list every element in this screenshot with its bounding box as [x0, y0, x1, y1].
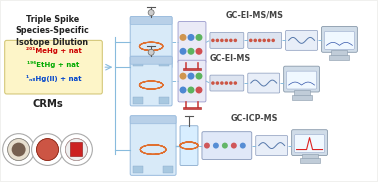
Circle shape — [32, 134, 64, 165]
Circle shape — [225, 39, 228, 42]
Bar — [291, 95, 311, 100]
FancyBboxPatch shape — [248, 73, 280, 93]
FancyBboxPatch shape — [294, 135, 324, 153]
FancyBboxPatch shape — [210, 32, 244, 48]
FancyBboxPatch shape — [256, 136, 288, 155]
Circle shape — [187, 86, 194, 94]
Circle shape — [211, 39, 215, 42]
Circle shape — [37, 139, 59, 161]
Circle shape — [254, 39, 257, 42]
Circle shape — [231, 143, 237, 149]
Text: GC-EI-MS: GC-EI-MS — [209, 54, 251, 63]
Bar — [70, 142, 82, 155]
Circle shape — [195, 48, 203, 55]
Circle shape — [187, 34, 194, 41]
Circle shape — [234, 81, 237, 85]
Circle shape — [220, 81, 224, 85]
Text: ²⁰¹MeHg + nat: ²⁰¹MeHg + nat — [26, 47, 81, 54]
Circle shape — [271, 39, 275, 42]
Text: CRMs: CRMs — [32, 99, 63, 109]
Bar — [302, 154, 318, 159]
Circle shape — [249, 39, 253, 42]
FancyBboxPatch shape — [178, 60, 206, 102]
Text: GC-EI-MS/MS: GC-EI-MS/MS — [226, 11, 284, 20]
Circle shape — [222, 143, 228, 149]
Bar — [159, 59, 169, 66]
Bar — [183, 68, 201, 70]
Circle shape — [211, 81, 215, 85]
FancyBboxPatch shape — [286, 30, 318, 50]
Text: GC-ICP-MS: GC-ICP-MS — [231, 114, 279, 123]
Circle shape — [258, 39, 262, 42]
Circle shape — [213, 143, 219, 149]
Circle shape — [229, 39, 232, 42]
Circle shape — [267, 39, 271, 42]
FancyBboxPatch shape — [130, 17, 172, 68]
Circle shape — [8, 139, 29, 161]
Circle shape — [187, 73, 194, 80]
Bar — [163, 166, 173, 173]
Bar — [294, 90, 310, 96]
Circle shape — [229, 81, 232, 85]
FancyBboxPatch shape — [130, 56, 172, 64]
FancyBboxPatch shape — [291, 130, 327, 155]
FancyBboxPatch shape — [202, 132, 252, 159]
FancyBboxPatch shape — [210, 75, 244, 91]
Circle shape — [65, 139, 87, 161]
Bar — [133, 166, 143, 173]
Circle shape — [215, 39, 219, 42]
Bar — [332, 50, 347, 56]
Circle shape — [240, 143, 246, 149]
FancyBboxPatch shape — [284, 66, 319, 92]
Bar — [330, 55, 349, 60]
FancyBboxPatch shape — [130, 17, 172, 25]
FancyBboxPatch shape — [287, 71, 316, 89]
Circle shape — [195, 86, 203, 94]
Bar — [133, 97, 143, 104]
FancyBboxPatch shape — [324, 31, 355, 49]
Circle shape — [204, 143, 210, 149]
Circle shape — [148, 49, 154, 55]
FancyBboxPatch shape — [130, 116, 176, 175]
Bar — [159, 97, 169, 104]
FancyBboxPatch shape — [130, 116, 176, 124]
Circle shape — [148, 10, 154, 16]
Circle shape — [180, 86, 186, 94]
Circle shape — [220, 39, 224, 42]
FancyBboxPatch shape — [5, 40, 102, 94]
Circle shape — [180, 34, 186, 41]
Circle shape — [180, 48, 186, 55]
Text: Triple Spike
Species-Specific
Isotope Dilution: Triple Spike Species-Specific Isotope Di… — [15, 15, 89, 47]
Circle shape — [225, 81, 228, 85]
FancyBboxPatch shape — [130, 56, 172, 106]
Circle shape — [215, 81, 219, 85]
Circle shape — [3, 134, 34, 165]
Circle shape — [187, 48, 194, 55]
Text: ¹⁹⁶EtHg + nat: ¹⁹⁶EtHg + nat — [27, 61, 80, 68]
Circle shape — [262, 39, 266, 42]
Bar — [300, 159, 319, 163]
FancyBboxPatch shape — [322, 27, 357, 52]
Circle shape — [12, 143, 26, 157]
Circle shape — [65, 139, 87, 161]
FancyBboxPatch shape — [178, 21, 206, 63]
Circle shape — [180, 73, 186, 80]
Circle shape — [8, 139, 29, 161]
Bar — [133, 59, 143, 66]
Bar — [183, 107, 201, 109]
FancyBboxPatch shape — [248, 32, 282, 48]
Circle shape — [37, 139, 59, 161]
Circle shape — [60, 134, 92, 165]
Circle shape — [195, 73, 203, 80]
Circle shape — [195, 34, 203, 41]
Circle shape — [234, 39, 237, 42]
Text: ¹ₙ₈Hg(II) + nat: ¹ₙ₈Hg(II) + nat — [26, 75, 81, 82]
FancyBboxPatch shape — [180, 126, 198, 165]
